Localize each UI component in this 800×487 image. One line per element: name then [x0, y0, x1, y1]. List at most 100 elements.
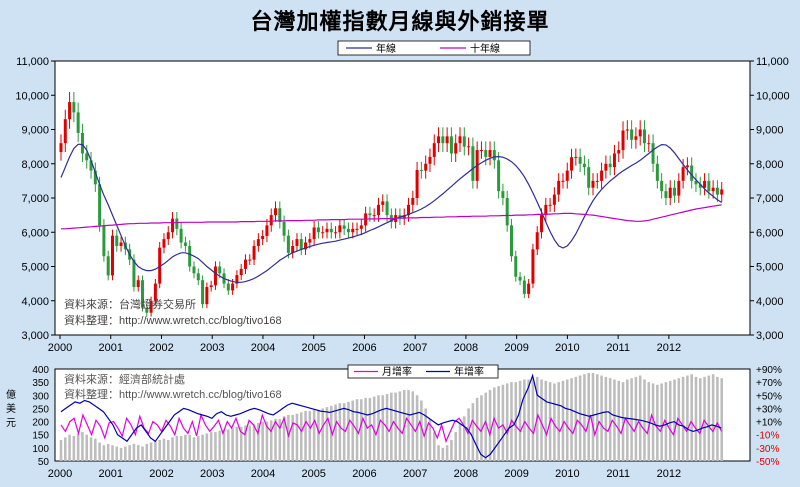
candle-body	[424, 163, 428, 171]
y-tick-left: 11,000	[16, 56, 49, 68]
chart-title: 台灣加權指數月線與外銷接單	[250, 10, 550, 35]
bar-export-orders	[458, 424, 462, 461]
plot-area-bottom	[54, 368, 751, 462]
y-tick-left-bottom: 100	[32, 444, 49, 455]
bar-export-orders	[347, 401, 350, 461]
x-tick-bottom-chart: 2010	[555, 468, 579, 480]
candle-body	[432, 143, 436, 157]
candle-body	[98, 184, 102, 226]
candle-body	[595, 180, 599, 182]
candle-body	[647, 143, 651, 145]
annotation-credit-top: 資料整理：http://www.wretch.cc/blog/tivo168	[64, 313, 282, 327]
y-tick-right: 10,000	[756, 90, 790, 102]
bar-export-orders	[501, 384, 505, 461]
candle-body	[76, 112, 80, 133]
x-tick-top-chart: 2010	[555, 342, 579, 354]
legend-bottom	[347, 364, 499, 379]
bar-export-orders	[166, 439, 170, 461]
candle-body	[552, 194, 556, 205]
candle-body	[248, 259, 252, 261]
bar-export-orders	[248, 425, 252, 461]
x-tick-top-chart: 2008	[454, 342, 478, 354]
x-tick-top-chart: 2007	[403, 342, 427, 354]
bar-export-orders	[372, 396, 376, 461]
bar-export-orders	[643, 379, 646, 461]
bar-export-orders	[308, 411, 312, 461]
candle-body	[201, 280, 205, 305]
bar-export-orders	[317, 409, 320, 461]
candle-body	[141, 280, 145, 308]
y-tick-left-bottom: 50	[38, 457, 50, 468]
x-tick-top-chart: 2012	[657, 342, 681, 354]
candle-body	[102, 225, 106, 257]
candle-body	[488, 150, 492, 157]
bar-export-orders	[463, 416, 466, 461]
candle-body	[376, 204, 380, 216]
candle-body	[655, 163, 659, 181]
bar-export-orders	[81, 432, 84, 461]
bar-export-orders	[690, 374, 693, 461]
bar-export-orders	[342, 403, 346, 461]
y-tick-left: 10,000	[15, 90, 49, 102]
bar-export-orders	[578, 375, 582, 461]
y-tick-right: 5,000	[756, 262, 784, 274]
candle-body	[428, 156, 432, 164]
candle-body	[334, 232, 338, 234]
x-tick-bottom-chart: 2012	[657, 468, 681, 480]
candle-body	[497, 160, 501, 192]
candle-body	[522, 280, 526, 294]
y-tick-right-bottom: -30%	[756, 444, 779, 455]
bar-export-orders	[565, 379, 569, 461]
bar-export-orders	[398, 391, 402, 461]
candle-body	[235, 275, 239, 284]
y-tick-right: 6,000	[756, 227, 784, 239]
candle-body	[668, 187, 672, 198]
y-tick-right: 7,000	[756, 193, 784, 205]
candle-body	[634, 136, 638, 140]
bar-export-orders	[716, 376, 719, 461]
bar-export-orders	[497, 386, 500, 461]
candle-body	[85, 153, 89, 161]
candle-body	[462, 136, 466, 147]
x-tick-bottom-chart: 2011	[606, 468, 630, 480]
bar-export-orders	[698, 378, 702, 461]
candle-body	[407, 204, 411, 216]
y-tick-right-bottom: +10%	[756, 418, 782, 429]
bar-export-orders	[591, 372, 595, 461]
candle-body	[269, 215, 273, 226]
bar-export-orders	[171, 437, 174, 461]
candle-body	[132, 259, 136, 288]
y-tick-right: 11,000	[756, 56, 789, 68]
bar-export-orders	[68, 434, 71, 461]
candle-body	[252, 245, 256, 260]
candle-body	[561, 180, 565, 182]
bar-export-orders	[720, 378, 723, 461]
bar-export-orders	[64, 437, 67, 461]
candle-body	[282, 221, 286, 236]
series-year-line	[60, 143, 723, 283]
bar-export-orders	[694, 376, 698, 461]
candle-body	[638, 129, 642, 137]
candle-body	[527, 283, 531, 294]
candle-body	[445, 136, 449, 144]
y-tick-right-bottom: -50%	[756, 457, 779, 468]
bar-export-orders	[596, 374, 599, 461]
bar-export-orders	[312, 409, 316, 461]
candle-body	[570, 157, 574, 171]
x-tick-top-chart: 2001	[98, 342, 122, 354]
y-tick-right-bottom: +50%	[756, 391, 782, 402]
x-tick-top-chart: 2009	[504, 342, 528, 354]
bar-export-orders	[467, 408, 470, 461]
bar-export-orders	[518, 380, 522, 461]
candle-body	[162, 239, 166, 248]
bar-export-orders	[149, 442, 153, 461]
candle-body	[278, 208, 282, 222]
bar-export-orders	[94, 438, 97, 461]
x-tick-bottom-chart: 2006	[352, 468, 376, 480]
bar-export-orders	[128, 445, 131, 461]
candle-body	[612, 153, 616, 168]
candle-body	[183, 242, 187, 246]
candle-body	[707, 180, 711, 192]
y-tick-left: 5,000	[21, 262, 49, 274]
candle-body	[677, 180, 681, 196]
